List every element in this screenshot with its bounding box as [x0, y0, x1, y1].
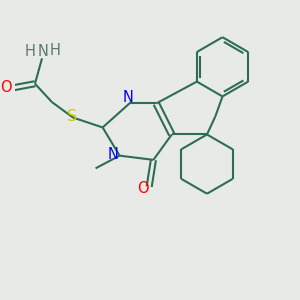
Text: O: O [0, 80, 12, 95]
Text: H: H [49, 43, 60, 58]
Text: N: N [38, 44, 49, 59]
Text: H: H [25, 44, 36, 59]
Text: S: S [67, 109, 77, 124]
Text: N: N [123, 90, 134, 105]
Text: O: O [137, 181, 149, 196]
Text: N: N [108, 147, 119, 162]
